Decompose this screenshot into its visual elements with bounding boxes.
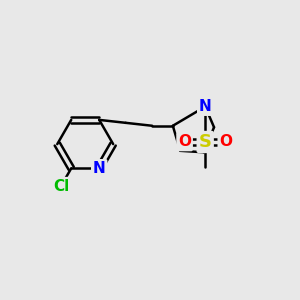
Text: N: N (93, 161, 106, 176)
Text: O: O (178, 134, 191, 149)
Text: N: N (199, 99, 211, 114)
Text: O: O (219, 134, 232, 149)
Text: Cl: Cl (53, 179, 69, 194)
Text: S: S (199, 133, 212, 151)
